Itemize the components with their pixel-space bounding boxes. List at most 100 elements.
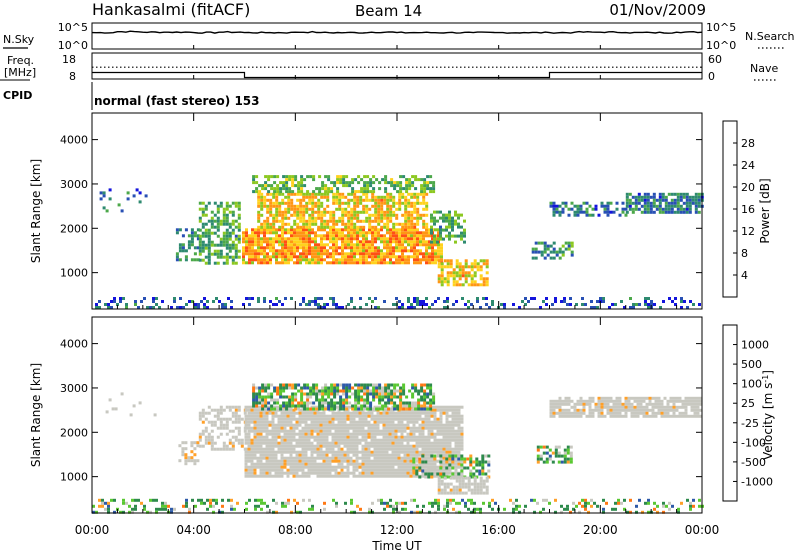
scatter-cell [457, 225, 460, 229]
scatter-cell [332, 195, 336, 199]
scatter-cell [260, 237, 263, 241]
scatter-cell [319, 468, 323, 472]
scatter-cell [337, 462, 341, 466]
scatter-cell [279, 386, 283, 390]
scatter-cell [263, 195, 267, 199]
scatter-cell [476, 262, 480, 266]
scatter-cell [467, 300, 470, 303]
scatter-cell [346, 426, 350, 430]
scatter-cell [473, 280, 477, 284]
scatter-cell [375, 383, 379, 387]
scatter-cell [310, 417, 314, 421]
scatter-cell [404, 225, 408, 229]
scatter-cell [283, 414, 287, 418]
scatter-cell [319, 450, 323, 454]
scatter-cell [319, 474, 323, 478]
scatter-cell [482, 259, 486, 263]
scatter-cell [358, 414, 362, 418]
scatter-cell [313, 468, 317, 472]
scatter-cell [386, 216, 390, 220]
scatter-cell [385, 429, 389, 433]
scatter-cell [391, 420, 395, 424]
scatter-cell [573, 213, 577, 217]
scatter-cell [464, 262, 468, 266]
scatter-cell [388, 468, 392, 472]
scatter-cell [268, 423, 272, 427]
scatter-cell [311, 246, 314, 250]
scatter-cell [338, 252, 341, 256]
scatter-cell [260, 207, 264, 211]
scatter-cell [424, 457, 428, 461]
scatter-cell [379, 471, 383, 475]
scatter-cell [225, 222, 229, 226]
scatter-cell [407, 255, 410, 259]
scatter-cell [314, 192, 318, 196]
scatter-cell [478, 472, 482, 476]
scatter-cell [289, 441, 293, 445]
scatter-cell [282, 383, 286, 387]
scatter-cell [353, 261, 356, 265]
scatter-cell [340, 411, 344, 415]
scatter-cell [219, 426, 223, 430]
scatter-cell [293, 249, 296, 253]
scatter-cell [588, 405, 592, 409]
scatter-cell [355, 420, 359, 424]
scatter-cell [460, 459, 464, 463]
scatter-cell [443, 277, 447, 281]
scatter-cell [346, 465, 350, 469]
scatter-cell [341, 258, 344, 262]
scatter-cell [448, 441, 452, 445]
scatter-cell [392, 240, 395, 244]
scatter-cell [280, 468, 284, 472]
scatter-cell [373, 417, 377, 421]
scatter-cell [320, 204, 324, 208]
scatter-cell [255, 187, 259, 191]
scatter-cell [445, 405, 449, 409]
scatter-cell [345, 383, 349, 387]
scatter-cell [445, 429, 449, 433]
scatter-cell [339, 395, 343, 399]
scatter-cell [400, 417, 404, 421]
scatter-cell [543, 247, 547, 251]
scatter-cell [377, 261, 380, 265]
scatter-cell [311, 198, 315, 202]
scatter-cell [286, 420, 290, 424]
scatter-cell [345, 386, 349, 390]
scatter-cell [333, 404, 337, 408]
scatter-cell [290, 225, 294, 229]
scatter-cell [428, 246, 431, 250]
scatter-cell [290, 297, 293, 300]
scatter-cell [244, 441, 248, 445]
scatter-cell [419, 231, 422, 235]
scatter-cell [231, 201, 235, 205]
scatter-cell [326, 210, 330, 214]
scatter-cell [293, 231, 296, 235]
scatter-cell [404, 249, 407, 253]
scatter-cell [278, 225, 282, 229]
scatter-cell [370, 438, 374, 442]
scatter-cell [472, 466, 476, 470]
scatter-cell [260, 204, 264, 208]
scatter-cell [437, 482, 441, 486]
scatter-cell [640, 204, 644, 208]
scatter-cell [391, 441, 395, 445]
scatter-cell [228, 438, 232, 442]
scatter-cell [201, 432, 205, 436]
scatter-cell [350, 237, 353, 241]
scatter-cell [311, 240, 314, 244]
scatter-cell [594, 405, 598, 409]
scatter-cell [390, 389, 394, 393]
scatter-cell [606, 204, 610, 208]
scatter-cell [323, 237, 326, 241]
scatter-cell [337, 474, 341, 478]
scatter-cell [310, 405, 314, 409]
scatter-cell [421, 444, 425, 448]
scatter-cell [430, 228, 433, 232]
scatter-cell [350, 198, 354, 202]
scatter-cell [271, 447, 275, 451]
scatter-cell [288, 404, 292, 408]
scatter-cell [260, 213, 264, 217]
scatter-cell [310, 432, 314, 436]
